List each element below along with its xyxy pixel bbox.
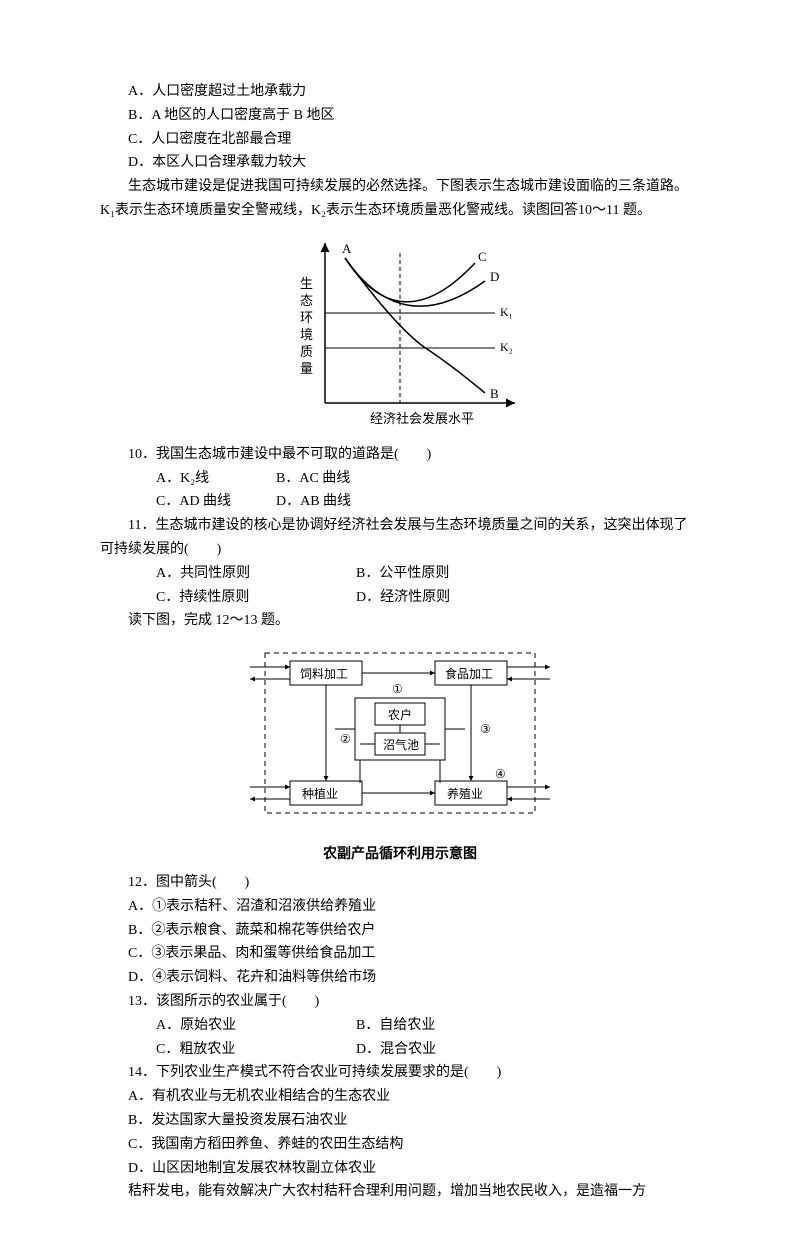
svg-text:质: 质 [300,344,313,359]
diagram-caption: 农副产品循环利用示意图 [100,843,700,867]
svg-text:境: 境 [300,327,313,342]
q14-b: B．发达国家大量投资发展石油农业 [100,1109,700,1133]
opt-c: C．人口密度在北部最合理 [100,128,700,152]
svg-text:③: ③ [480,722,491,736]
svg-text:经济社会发展水平: 经济社会发展水平 [370,411,474,426]
intro-text: 生态城市建设是促进我国可持续发展的必然选择。下图表示生态城市建设面临的三条道路。… [100,175,700,223]
q12-text: 12．图中箭头( ) [100,871,700,895]
svg-text:态: 态 [300,293,313,308]
svg-text:饲料加工: 饲料加工 [300,667,348,681]
svg-text:农户: 农户 [388,707,412,722]
eco-city-chart: A C D B K₁ K₂ 生 态 环 境 质 量 经济社会发展水平 [100,233,700,433]
q13-c: C．粗放农业 [128,1038,328,1062]
q13-d: D．混合农业 [328,1038,528,1062]
q14-c: C．我国南方稻田养鱼、养蛙的农田生态结构 [100,1133,700,1157]
opt-d: D．本区人口合理承载力较大 [100,151,700,175]
svg-text:沼气池: 沼气池 [383,737,419,752]
q12-b: B．②表示粮食、蔬菜和棉花等供给农户 [100,919,700,943]
svg-text:生: 生 [300,276,313,291]
svg-text:环: 环 [300,310,313,325]
svg-text:K₂: K₂ [500,340,513,354]
q10-b: B．AC 曲线 [248,467,368,491]
svg-text:A: A [342,241,352,256]
svg-text:养殖业: 养殖业 [447,786,483,801]
svg-text:④: ④ [495,767,506,781]
q13-text: 13．该图所示的农业属于( ) [100,990,700,1014]
opt-a: A．人口密度超过土地承载力 [100,80,700,104]
intro-2: 读下图，完成 12～13 题。 [100,609,700,633]
svg-text:②: ② [340,732,351,746]
svg-text:B: B [490,386,499,401]
q11-text: 11．生态城市建设的核心是协调好经济社会发展与生态环境质量之间的关系，这突出体现… [100,514,700,562]
svg-text:量: 量 [300,361,313,376]
q12-c: C．③表示果品、肉和蛋等供给食品加工 [100,942,700,966]
q13-b: B．自给农业 [328,1014,528,1038]
q14-d: D．山区因地制宜发展农林牧副立体农业 [100,1157,700,1181]
q10-a: A．K₂线 [128,467,248,491]
svg-text:D: D [490,269,499,284]
q11-a: A．共同性原则 [128,562,328,586]
q10-c: C．AD 曲线 [128,490,248,514]
q10-d: D．AB 曲线 [248,490,368,514]
svg-text:①: ① [392,682,403,696]
q12-d: D．④表示饲料、花卉和油料等供给市场 [100,966,700,990]
q14-text: 14．下列农业生产模式不符合农业可持续发展要求的是( ) [100,1061,700,1085]
q10-text: 10．我国生态城市建设中最不可取的道路是( ) [100,443,700,467]
svg-text:种植业: 种植业 [302,786,338,801]
q11-c: C．持续性原则 [128,586,328,610]
tail-text: 秸秆发电，能有效解决广大农村秸秆合理利用问题，增加当地农民收入，是造福一方 [100,1180,700,1204]
svg-text:K₁: K₁ [500,305,513,319]
q14-a: A．有机农业与无机农业相结合的生态农业 [100,1085,700,1109]
q11-d: D．经济性原则 [328,586,528,610]
q11-b: B．公平性原则 [328,562,528,586]
svg-text:C: C [478,249,487,264]
agri-diagram: 饲料加工 食品加工 农户 沼气池 种植业 养殖业 ① ② ③ ④ [100,643,700,833]
opt-b: B．A 地区的人口密度高于 B 地区 [100,104,700,128]
svg-text:食品加工: 食品加工 [445,666,493,681]
q13-a: A．原始农业 [128,1014,328,1038]
q12-a: A．①表示秸秆、沼渣和沼液供给养殖业 [100,895,700,919]
